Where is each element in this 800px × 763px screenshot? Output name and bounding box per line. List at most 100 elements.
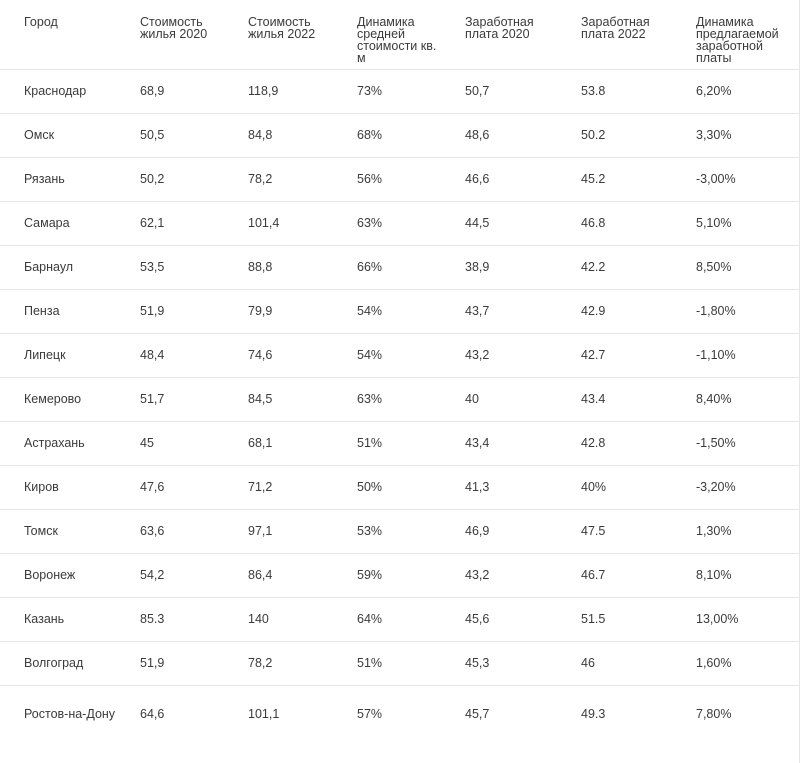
cell-price-dynamics: 64% xyxy=(343,597,451,642)
cell-price-dynamics: 53% xyxy=(343,509,451,554)
cell-salary-dynamics: 8,40% xyxy=(682,377,800,422)
cell-salary-2020: 43,4 xyxy=(451,421,567,466)
cell-salary-2020: 45,3 xyxy=(451,641,567,686)
cell-salary-2022: 40% xyxy=(567,465,682,510)
cell-price-dynamics: 68% xyxy=(343,113,451,158)
cell-housing-cost-2022: 79,9 xyxy=(234,289,343,334)
cell-city: Воронеж xyxy=(0,553,126,598)
cell-price-dynamics: 51% xyxy=(343,421,451,466)
cell-housing-cost-2020: 85.3 xyxy=(126,597,234,642)
cell-salary-2022: 47.5 xyxy=(567,509,682,554)
cell-city: Липецк xyxy=(0,333,126,378)
cell-salary-2022: 53.8 xyxy=(567,69,682,114)
cell-salary-2020: 43,2 xyxy=(451,553,567,598)
cell-salary-2020: 43,7 xyxy=(451,289,567,334)
cell-city: Рязань xyxy=(0,157,126,202)
cell-price-dynamics: 66% xyxy=(343,245,451,290)
cell-salary-dynamics: 1,30% xyxy=(682,509,800,554)
cell-salary-dynamics: -3,00% xyxy=(682,157,800,202)
cell-housing-cost-2022: 68,1 xyxy=(234,421,343,466)
cell-city: Волгоград xyxy=(0,641,126,686)
header-housing-cost-2022: Стоимость жилья 2022 xyxy=(234,0,343,70)
table-body: Краснодар 68,9 118,9 73% 50,7 53.8 6,20% Омск 50… xyxy=(0,69,800,743)
cell-housing-cost-2022: 74,6 xyxy=(234,333,343,378)
cell-salary-2022: 49.3 xyxy=(581,707,606,722)
cell-salary-2020: 40 xyxy=(451,377,567,422)
table-row: Воронеж 54,2 86,4 59% 43,2 46.7 8,10% xyxy=(0,553,800,598)
cell-housing-cost-2020: 45 xyxy=(126,421,234,466)
cell-salary-dynamics: 7,80% xyxy=(696,707,732,722)
table-row: Омск 50,5 84,8 68% 48,6 50.2 3,30% xyxy=(0,113,800,158)
table-row: Томск 63,6 97,1 53% 46,9 47.5 1,30% xyxy=(0,509,800,554)
cell-housing-cost-2020: 48,4 xyxy=(126,333,234,378)
header-housing-cost-2020: Стоимость жилья 2020 xyxy=(126,0,234,70)
cell-housing-cost-2020: 51,7 xyxy=(126,377,234,422)
cell-housing-cost-2022: 140 xyxy=(234,597,343,642)
cell-city: Казань xyxy=(0,597,126,642)
cell-housing-cost-2020: 50,2 xyxy=(126,157,234,202)
cell-salary-2020: 48,6 xyxy=(451,113,567,158)
cell-housing-cost-2022: 78,2 xyxy=(234,157,343,202)
header-salary-dynamics: Динамика предлагаемой заработной платы xyxy=(682,0,800,70)
cell-price-dynamics: 50% xyxy=(343,465,451,510)
cell-city: Краснодар xyxy=(0,69,126,114)
cell-housing-cost-2020: 62,1 xyxy=(126,201,234,246)
cell-housing-cost-2020: 50,5 xyxy=(126,113,234,158)
cell-city: Самара xyxy=(0,201,126,246)
cell-salary-2022: 46 xyxy=(567,641,682,686)
cell-housing-cost-2022: 97,1 xyxy=(234,509,343,554)
header-salary-2020: Заработная плата 2020 xyxy=(451,0,567,70)
table-row: Кемерово 51,7 84,5 63% 40 43.4 8,40% xyxy=(0,377,800,422)
cell-salary-dynamics: -1,50% xyxy=(682,421,800,466)
cell-salary-2022: 42.8 xyxy=(567,421,682,466)
cell-salary-2022: 50.2 xyxy=(567,113,682,158)
cell-salary-dynamics: 5,10% xyxy=(682,201,800,246)
table-row: Липецк 48,4 74,6 54% 43,2 42.7 -1,10% xyxy=(0,333,800,378)
cell-price-dynamics: 54% xyxy=(343,289,451,334)
cell-salary-dynamics: -1,10% xyxy=(682,333,800,378)
table-row: Волгоград 51,9 78,2 51% 45,3 46 1,60% xyxy=(0,641,800,686)
cell-price-dynamics: 63% xyxy=(343,377,451,422)
cell-city: Пенза xyxy=(0,289,126,334)
cell-salary-dynamics: 3,30% xyxy=(682,113,800,158)
cell-city: Барнаул xyxy=(0,245,126,290)
table-row: Казань 85.3 140 64% 45,6 51.5 13,00% xyxy=(0,597,800,642)
cell-housing-cost-2020: 53,5 xyxy=(126,245,234,290)
table-header-row: Город Стоимость жилья 2020 Стоимость жил… xyxy=(0,0,800,70)
cell-price-dynamics: 73% xyxy=(343,69,451,114)
cell-housing-cost-2020: 54,2 xyxy=(126,553,234,598)
cell-housing-cost-2020: 47,6 xyxy=(126,465,234,510)
cell-salary-2020: 46,9 xyxy=(451,509,567,554)
cell-salary-2020: 50,7 xyxy=(451,69,567,114)
cell-salary-2022: 42.9 xyxy=(567,289,682,334)
cell-housing-cost-2022: 78,2 xyxy=(234,641,343,686)
city-housing-salary-table: Город Стоимость жилья 2020 Стоимость жил… xyxy=(0,0,800,743)
cell-salary-2022: 46.8 xyxy=(567,201,682,246)
cell-price-dynamics: 57% xyxy=(357,707,383,722)
cell-salary-2022: 46.7 xyxy=(567,553,682,598)
cell-salary-2022: 51.5 xyxy=(567,597,682,642)
cell-housing-cost-2020: 51,9 xyxy=(126,289,234,334)
cell-city: Ростов-на-Дону xyxy=(24,707,116,722)
cell-price-dynamics: 54% xyxy=(343,333,451,378)
cell-housing-cost-2020: 63,6 xyxy=(126,509,234,554)
cell-city: Киров xyxy=(0,465,126,510)
cell-salary-dynamics: 8,10% xyxy=(682,553,800,598)
header-salary-2022: Заработная плата 2022 xyxy=(567,0,682,70)
cell-price-dynamics: 63% xyxy=(343,201,451,246)
cell-housing-cost-2020: 51,9 xyxy=(126,641,234,686)
cell-salary-2020: 43,2 xyxy=(451,333,567,378)
table-row: Краснодар 68,9 118,9 73% 50,7 53.8 6,20% xyxy=(0,69,800,114)
cell-city: Астрахань xyxy=(0,421,126,466)
table-row: Барнаул 53,5 88,8 66% 38,9 42.2 8,50% xyxy=(0,245,800,290)
cell-housing-cost-2022: 88,8 xyxy=(234,245,343,290)
cell-city: Томск xyxy=(0,509,126,554)
cell-salary-dynamics: -3,20% xyxy=(682,465,800,510)
cell-salary-2020: 38,9 xyxy=(451,245,567,290)
cell-housing-cost-2022: 71,2 xyxy=(234,465,343,510)
cell-salary-2022: 45.2 xyxy=(567,157,682,202)
cell-housing-cost-2020: 64,6 xyxy=(140,707,165,722)
cell-salary-dynamics: 6,20% xyxy=(682,69,800,114)
cell-salary-2020: 44,5 xyxy=(451,201,567,246)
